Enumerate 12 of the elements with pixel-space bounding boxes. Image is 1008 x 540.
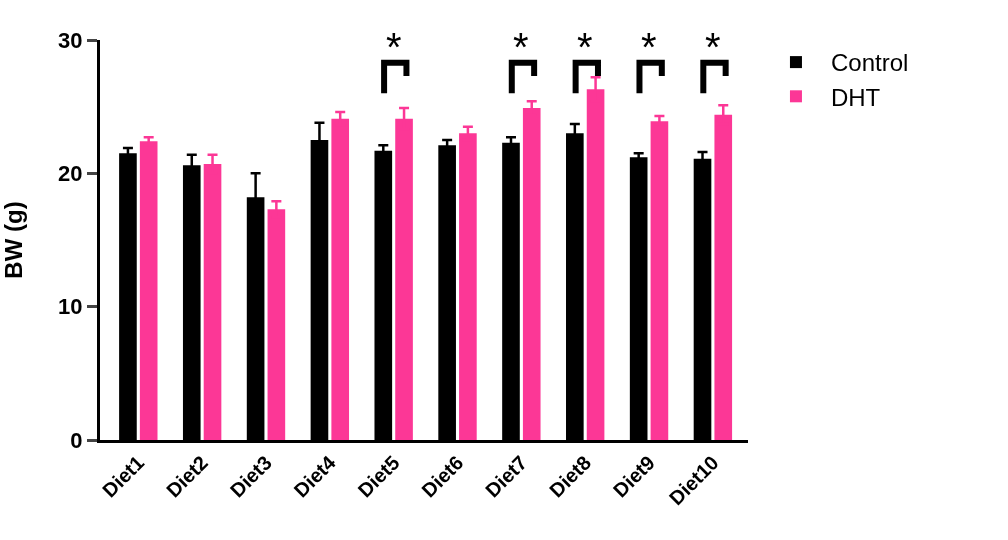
annotation: *	[386, 25, 402, 69]
y-tick-label: 20	[58, 161, 83, 187]
y-tick-label: 30	[58, 27, 83, 53]
legend-label: DHT	[830, 83, 881, 111]
annotation: *	[641, 25, 657, 69]
annotation: *	[513, 25, 529, 69]
annotation: *	[705, 25, 721, 69]
y-axis-title: BW (g)	[0, 201, 27, 279]
y-tick-label: 0	[70, 427, 83, 453]
y-tick-label: 10	[58, 294, 83, 320]
legend-label: Control	[830, 49, 909, 77]
annotation: *	[577, 25, 593, 69]
